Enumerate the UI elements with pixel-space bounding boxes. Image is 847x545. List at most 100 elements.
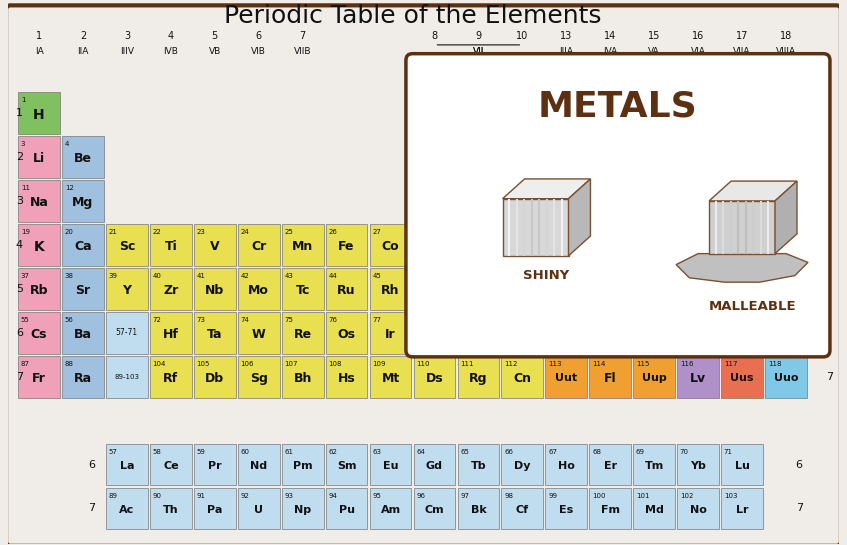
Bar (501, 356, 543, 397)
Text: VIIIA: VIIIA (776, 47, 796, 56)
Text: Li: Li (33, 152, 45, 165)
Text: Po: Po (689, 328, 707, 341)
Bar (150, 224, 191, 266)
Text: 34: 34 (680, 229, 689, 235)
Text: Zn: Zn (513, 240, 531, 253)
Bar (545, 312, 587, 354)
Text: SHINY: SHINY (523, 269, 570, 282)
Bar (502, 199, 568, 256)
Polygon shape (775, 181, 797, 253)
Text: Yb: Yb (690, 461, 706, 471)
Text: Ds: Ds (426, 372, 443, 385)
Text: Pa: Pa (208, 505, 223, 515)
Bar (238, 444, 280, 486)
Text: Sr: Sr (75, 284, 91, 297)
Text: Tl: Tl (560, 328, 573, 341)
Text: 35: 35 (724, 229, 733, 235)
Text: VA: VA (648, 47, 660, 56)
Bar (590, 268, 631, 310)
Bar (18, 312, 60, 354)
Bar (369, 224, 412, 266)
Text: Y: Y (123, 284, 131, 297)
Text: 106: 106 (241, 361, 254, 367)
Text: 76: 76 (329, 317, 337, 323)
Text: 2: 2 (16, 152, 23, 162)
Bar (62, 136, 104, 178)
Text: Sb: Sb (645, 284, 663, 297)
Bar (62, 312, 104, 354)
Text: 81: 81 (548, 317, 557, 323)
Text: 100: 100 (592, 493, 606, 499)
Text: Be: Be (74, 152, 92, 165)
Bar (457, 224, 499, 266)
Text: Lv: Lv (690, 372, 706, 385)
Text: W: W (252, 328, 266, 341)
Text: 4: 4 (168, 31, 174, 41)
Text: 3: 3 (21, 141, 25, 147)
Text: He: He (777, 108, 795, 121)
Bar (721, 488, 763, 529)
Text: 64: 64 (416, 449, 425, 455)
Bar (413, 444, 456, 486)
Text: Uut: Uut (556, 373, 578, 383)
Text: Br: Br (734, 240, 750, 253)
Bar (282, 268, 324, 310)
Text: 58: 58 (152, 449, 162, 455)
Text: 56: 56 (64, 317, 74, 323)
Text: 61: 61 (285, 449, 293, 455)
Text: 87: 87 (21, 361, 30, 367)
Text: 96: 96 (416, 493, 425, 499)
Text: 80: 80 (504, 317, 513, 323)
Bar (62, 356, 104, 397)
Text: 63: 63 (373, 449, 381, 455)
Text: 1: 1 (21, 98, 25, 104)
Text: V: V (210, 240, 219, 253)
Bar (501, 312, 543, 354)
Text: 57: 57 (108, 449, 118, 455)
Text: Lu: Lu (734, 461, 750, 471)
Text: Lr: Lr (736, 505, 748, 515)
Text: Na: Na (30, 196, 48, 209)
Text: 39: 39 (108, 273, 118, 279)
Text: 67: 67 (548, 449, 557, 455)
Text: Tb: Tb (471, 461, 486, 471)
Text: 66: 66 (504, 449, 513, 455)
Text: 109: 109 (373, 361, 386, 367)
Text: Cn: Cn (513, 372, 531, 385)
Text: 95: 95 (373, 493, 381, 499)
Bar (678, 312, 719, 354)
Text: Cu: Cu (469, 240, 487, 253)
Text: K: K (34, 240, 44, 253)
Bar (18, 92, 60, 134)
Text: 82: 82 (592, 317, 601, 323)
Text: Ta: Ta (207, 328, 223, 341)
Text: 43: 43 (285, 273, 293, 279)
Bar (413, 268, 456, 310)
Text: No: No (689, 505, 706, 515)
Text: 101: 101 (636, 493, 650, 499)
Text: VIA: VIA (690, 47, 706, 56)
Text: 104: 104 (152, 361, 166, 367)
Bar (106, 488, 147, 529)
Text: IVB: IVB (163, 47, 178, 56)
Bar (150, 488, 191, 529)
Text: Ac: Ac (119, 505, 135, 515)
Text: Uuo: Uuo (774, 373, 798, 383)
Text: 28: 28 (416, 229, 425, 235)
Text: 91: 91 (197, 493, 206, 499)
Bar (721, 224, 763, 266)
Text: 59: 59 (197, 449, 206, 455)
Text: Se: Se (689, 240, 707, 253)
Polygon shape (709, 181, 797, 201)
Bar (765, 356, 807, 397)
Text: Ag: Ag (469, 284, 488, 297)
Text: Pm: Pm (293, 461, 313, 471)
Bar (62, 268, 104, 310)
Text: 69: 69 (636, 449, 645, 455)
Bar (545, 224, 587, 266)
Text: 57-71: 57-71 (116, 328, 138, 337)
Bar (194, 444, 235, 486)
Bar (326, 356, 368, 397)
Text: 78: 78 (416, 317, 425, 323)
Bar (545, 488, 587, 529)
